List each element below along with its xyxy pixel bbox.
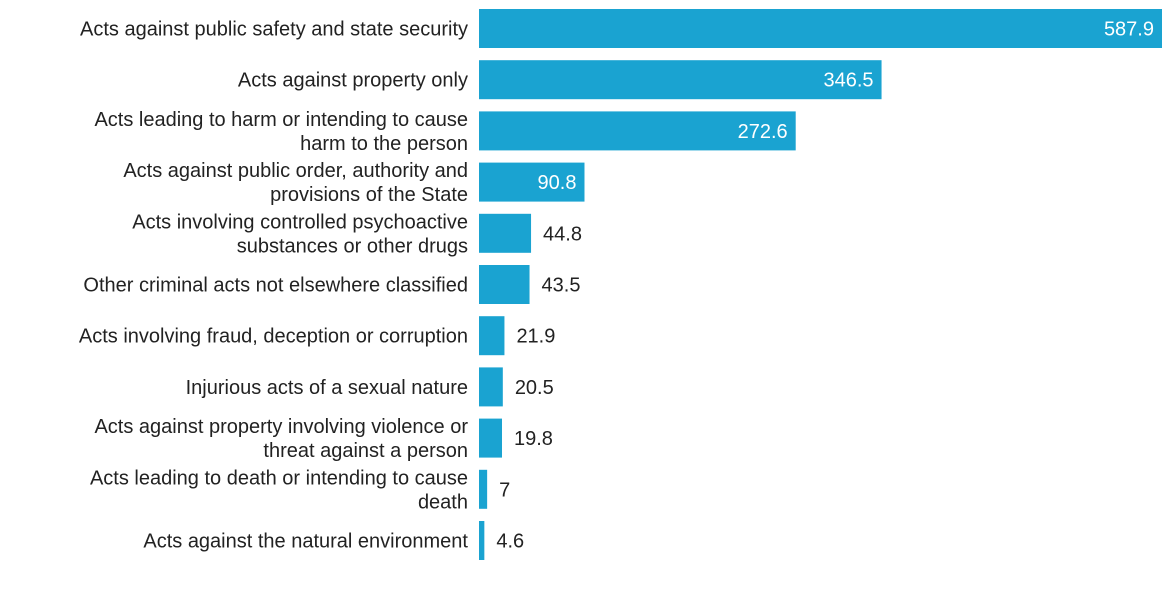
value-label-3: 90.8 (538, 172, 577, 194)
category-label-8-line-1: threat against a person (263, 440, 468, 462)
bar-10 (479, 521, 485, 560)
bar-9 (479, 469, 488, 509)
category-label-5-line-0: Other criminal acts not elsewhere classi… (83, 275, 468, 297)
category-label-5: Other criminal acts not elsewhere classi… (83, 275, 468, 297)
value-label-5: 43.5 (542, 275, 581, 297)
bars-group (479, 9, 1162, 560)
category-label-9-line-0: Acts leading to death or intending to ca… (90, 467, 468, 489)
category-label-8-line-0: Acts against property involving violence… (94, 416, 468, 438)
bar-1 (479, 60, 882, 100)
category-label-9: Acts leading to death or intending to ca… (90, 467, 468, 513)
value-label-6: 21.9 (516, 326, 555, 348)
value-label-7: 20.5 (515, 377, 554, 399)
category-label-3-line-0: Acts against public order, authority and (123, 160, 468, 182)
category-label-1-line-0: Acts against property only (238, 70, 468, 92)
bar-3 (479, 162, 585, 202)
category-label-6: Acts involving fraud, deception or corru… (79, 326, 468, 348)
bar-0 (479, 9, 1162, 48)
value-label-10: 4.6 (496, 531, 524, 553)
category-label-10-line-0: Acts against the natural environment (143, 531, 468, 553)
category-label-2-line-0: Acts leading to harm or intending to cau… (94, 109, 468, 131)
category-label-3-line-1: provisions of the State (270, 184, 468, 206)
bar-4 (479, 213, 532, 253)
category-label-4-line-1: substances or other drugs (237, 235, 468, 257)
category-label-8: Acts against property involving violence… (94, 416, 468, 462)
category-labels-group: Acts against public safety and state sec… (79, 19, 469, 553)
category-label-3: Acts against public order, authority and… (123, 160, 468, 206)
category-label-2-line-1: harm to the person (300, 133, 468, 155)
bar-2 (479, 111, 796, 151)
value-label-4: 44.8 (543, 223, 582, 245)
value-label-9: 7 (499, 479, 510, 501)
category-label-10: Acts against the natural environment (143, 531, 468, 553)
bar-7 (479, 367, 503, 407)
category-label-6-line-0: Acts involving fraud, deception or corru… (79, 326, 468, 348)
bar-8 (479, 418, 503, 458)
category-label-2: Acts leading to harm or intending to cau… (94, 109, 468, 155)
category-label-7: Injurious acts of a sexual nature (186, 377, 468, 399)
value-label-2: 272.6 (738, 121, 788, 143)
value-label-8: 19.8 (514, 428, 553, 450)
value-label-1: 346.5 (823, 70, 873, 92)
bar-5 (479, 265, 530, 304)
category-label-7-line-0: Injurious acts of a sexual nature (186, 377, 468, 399)
category-label-0-line-0: Acts against public safety and state sec… (80, 19, 468, 41)
bar-6 (479, 316, 505, 356)
category-label-4-line-0: Acts involving controlled psychoactive (132, 211, 468, 233)
category-label-4: Acts involving controlled psychoactive su… (132, 211, 468, 257)
category-label-0: Acts against public safety and state sec… (80, 19, 468, 41)
value-label-0: 587.9 (1104, 19, 1154, 41)
category-label-9-line-1: death (418, 491, 468, 513)
value-labels-group: 587.9 346.5 272.6 90.8 44.8 43.5 21.9 20.5 19.8 7… (496, 19, 1154, 553)
category-label-1: Acts against property only (238, 70, 468, 92)
